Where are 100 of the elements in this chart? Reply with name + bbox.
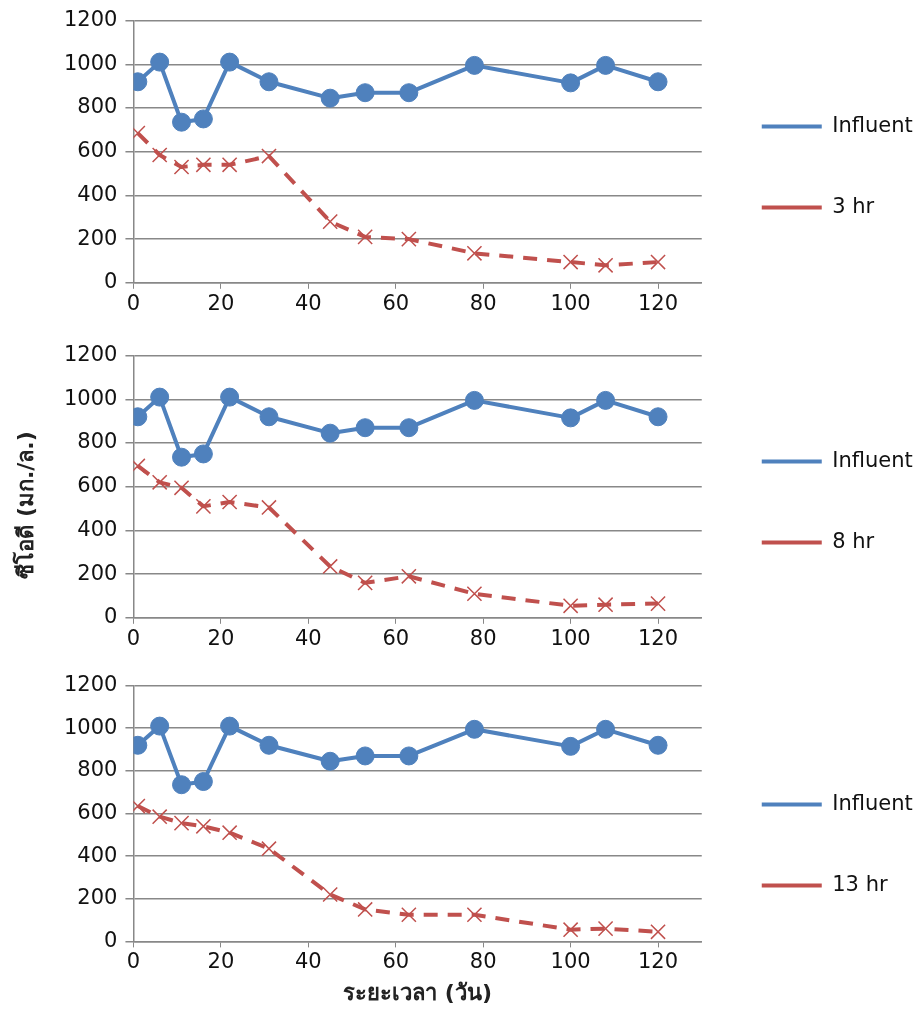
x-tick-label: 0 xyxy=(126,625,141,650)
y-tick-label: 600 xyxy=(77,799,118,824)
point xyxy=(173,159,190,175)
legend-label: 13 hr xyxy=(832,871,888,896)
point xyxy=(466,245,483,262)
point xyxy=(193,109,213,129)
point xyxy=(597,257,614,274)
x-tick-label: 40 xyxy=(294,290,322,315)
point xyxy=(195,156,212,173)
point xyxy=(597,920,614,937)
point xyxy=(355,746,375,766)
point xyxy=(151,474,168,491)
legend-label: Influent xyxy=(832,112,913,137)
point xyxy=(562,921,579,938)
point xyxy=(466,585,483,602)
point xyxy=(650,254,666,270)
point xyxy=(261,148,277,164)
y-tick-label: 1000 xyxy=(63,50,118,75)
point xyxy=(193,444,213,464)
x-tick-label: 100 xyxy=(550,290,591,315)
point xyxy=(195,498,212,515)
point xyxy=(150,52,170,72)
y-tick-label: 0 xyxy=(104,604,118,629)
point xyxy=(464,719,484,739)
x-tick-label: 20 xyxy=(207,949,235,974)
point xyxy=(597,596,614,613)
point xyxy=(596,390,616,410)
point xyxy=(401,568,417,585)
x-tick-label: 120 xyxy=(637,949,679,974)
point xyxy=(650,923,666,940)
x-tick-label: 60 xyxy=(382,290,410,315)
point xyxy=(322,886,338,903)
point xyxy=(464,390,484,410)
x-axis-title: ระยะเวลา (วัน) xyxy=(343,979,492,1005)
point xyxy=(561,408,581,428)
y-tick-label: 800 xyxy=(77,757,118,782)
y-tick-label: 800 xyxy=(77,94,118,119)
point xyxy=(320,88,340,108)
x-tick-label: 0 xyxy=(126,949,141,974)
point xyxy=(650,595,666,612)
x-tick-label: 20 xyxy=(207,625,235,650)
point xyxy=(322,213,338,230)
y-tick-label: 0 xyxy=(104,269,118,294)
point xyxy=(648,735,668,755)
x-tick-label: 80 xyxy=(469,949,497,974)
point xyxy=(401,906,417,923)
point xyxy=(320,423,340,443)
point xyxy=(261,499,277,516)
x-tick-label: 100 xyxy=(550,625,591,650)
point xyxy=(221,494,238,510)
point xyxy=(355,418,375,438)
point xyxy=(195,818,212,835)
y-tick-label: 800 xyxy=(77,429,118,454)
x-tick-label: 40 xyxy=(294,949,322,974)
x-tick-label: 80 xyxy=(469,625,497,650)
y-tick-label: 200 xyxy=(77,560,118,585)
point xyxy=(173,815,190,831)
point xyxy=(193,772,213,792)
point xyxy=(151,808,168,825)
point xyxy=(220,387,240,407)
x-tick-label: 100 xyxy=(550,949,591,974)
legend-label: Influent xyxy=(832,447,913,472)
x-tick-label: 120 xyxy=(637,625,679,650)
point xyxy=(150,716,170,736)
point xyxy=(399,83,419,103)
x-tick-label: 60 xyxy=(382,625,410,650)
x-tick-label: 60 xyxy=(382,949,410,974)
point xyxy=(172,112,192,132)
point xyxy=(596,719,616,739)
point xyxy=(150,387,170,407)
y-tick-label: 400 xyxy=(77,842,118,867)
y-tick-label: 0 xyxy=(104,927,118,952)
point xyxy=(596,55,616,75)
y-tick-label: 1000 xyxy=(63,714,118,739)
point xyxy=(151,147,168,163)
y-tick-label: 400 xyxy=(77,181,118,206)
y-tick-label: 200 xyxy=(77,885,118,910)
y-axis-title: ซีโอดี (มก./ล.) xyxy=(11,431,39,579)
x-tick-label: 40 xyxy=(294,625,322,650)
point xyxy=(172,447,192,467)
point xyxy=(648,407,668,427)
point xyxy=(221,824,238,841)
point xyxy=(464,55,484,75)
y-tick-label: 400 xyxy=(77,516,118,541)
point xyxy=(220,52,240,72)
point xyxy=(399,418,419,438)
legend-label: 8 hr xyxy=(832,528,875,553)
y-tick-label: 1200 xyxy=(63,7,118,32)
y-tick-label: 200 xyxy=(77,225,118,250)
y-tick-label: 600 xyxy=(77,473,118,498)
y-tick-label: 1200 xyxy=(63,342,118,367)
point xyxy=(259,407,279,427)
point xyxy=(648,72,668,92)
point xyxy=(401,231,417,247)
point xyxy=(221,156,238,173)
point xyxy=(357,229,373,245)
y-tick-label: 1000 xyxy=(63,385,118,410)
point xyxy=(399,746,419,766)
point xyxy=(357,575,373,591)
point xyxy=(322,558,338,575)
